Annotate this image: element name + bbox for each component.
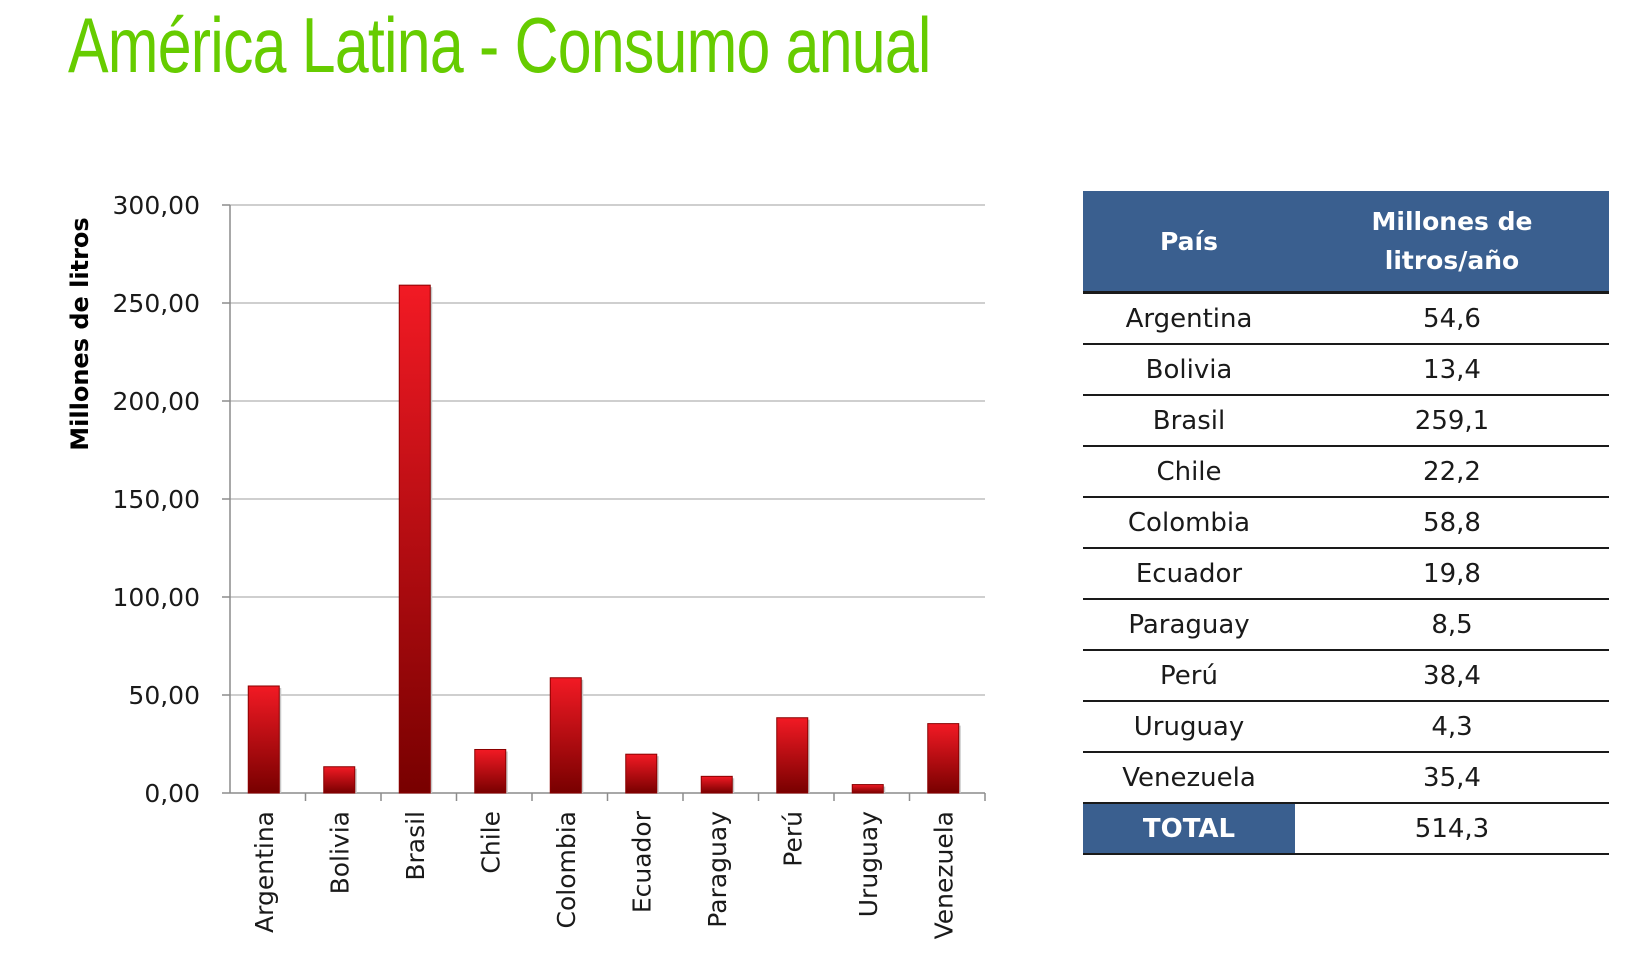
country-cell: Argentina: [1083, 292, 1295, 345]
table-header-row: País Millones de litros/año: [1083, 191, 1609, 294]
country-cell: Brasil: [1083, 395, 1295, 447]
bar: [323, 766, 356, 794]
bar: [927, 723, 960, 794]
y-tick-label: 150,00: [113, 485, 200, 514]
bar: [776, 717, 809, 794]
bar: [398, 284, 431, 794]
value-cell: 13,4: [1295, 344, 1609, 396]
x-category-label: Uruguay: [854, 811, 883, 917]
bar: [625, 753, 658, 794]
x-category-label: Perú: [778, 811, 807, 867]
x-category-label: Argentina: [250, 811, 279, 933]
table-row: Ecuador 19,8: [1083, 548, 1609, 600]
x-category-label: Paraguay: [703, 811, 732, 928]
bar-chart: 0,00 50,00 100,00 150,00 200,00 250,00 300,00 M…: [66, 191, 986, 939]
x-category-label: Bolivia: [325, 811, 354, 894]
country-cell: Chile: [1083, 446, 1295, 498]
y-tick-label: 100,00: [113, 583, 200, 612]
value-cell: 38,4: [1295, 650, 1609, 702]
table-row: Argentina 54,6: [1083, 292, 1609, 345]
table-row: Chile 22,2: [1083, 446, 1609, 498]
x-category-label: Venezuela: [929, 811, 958, 939]
country-cell: Paraguay: [1083, 599, 1295, 651]
table-row: Perú 38,4: [1083, 650, 1609, 702]
header-country: País: [1083, 191, 1295, 294]
total-label: TOTAL: [1083, 803, 1295, 855]
table-row: Paraguay 8,5: [1083, 599, 1609, 651]
country-cell: Perú: [1083, 650, 1295, 702]
country-cell: Bolivia: [1083, 344, 1295, 396]
table-row: Venezuela 35,4: [1083, 752, 1609, 804]
header-value: Millones de litros/año: [1295, 191, 1609, 294]
y-tick-label: 200,00: [113, 387, 200, 416]
value-cell: 19,8: [1295, 548, 1609, 600]
x-category-label: Colombia: [552, 811, 581, 928]
value-cell: 54,6: [1295, 292, 1609, 345]
bar: [851, 784, 884, 794]
header-value-label: Millones de litros/año: [1371, 207, 1533, 275]
value-cell: 35,4: [1295, 752, 1609, 804]
country-cell: Colombia: [1083, 497, 1295, 549]
bar: [700, 775, 733, 794]
table-row: Bolivia 13,4: [1083, 344, 1609, 396]
y-tick-label: 300,00: [113, 191, 200, 220]
bar: [549, 677, 582, 794]
country-cell: Uruguay: [1083, 701, 1295, 753]
slide-title: América Latina - Consumo anual: [68, 1, 931, 89]
consumption-table: País Millones de litros/año Argentina 54,…: [1083, 191, 1609, 855]
total-value: 514,3: [1295, 803, 1609, 855]
y-axis-title: Millones de litros: [66, 217, 94, 450]
x-category-label: Ecuador: [627, 810, 656, 913]
y-tick-label: 250,00: [113, 289, 200, 318]
value-cell: 58,8: [1295, 497, 1609, 549]
value-cell: 22,2: [1295, 446, 1609, 498]
bar: [474, 748, 507, 794]
x-category-label: Chile: [476, 811, 505, 874]
x-category-label: Brasil: [401, 811, 430, 881]
value-cell: 259,1: [1295, 395, 1609, 447]
value-cell: 8,5: [1295, 599, 1609, 651]
country-cell: Venezuela: [1083, 752, 1295, 804]
y-tick-label: 0,00: [144, 779, 200, 808]
country-cell: Ecuador: [1083, 548, 1295, 600]
total-row: TOTAL 514,3: [1083, 803, 1609, 855]
table-row: Uruguay 4,3: [1083, 701, 1609, 753]
table-row: Colombia 58,8: [1083, 497, 1609, 549]
table-row: Brasil 259,1: [1083, 395, 1609, 447]
bar: [247, 685, 280, 794]
y-tick-label: 50,00: [128, 681, 200, 710]
value-cell: 4,3: [1295, 701, 1609, 753]
